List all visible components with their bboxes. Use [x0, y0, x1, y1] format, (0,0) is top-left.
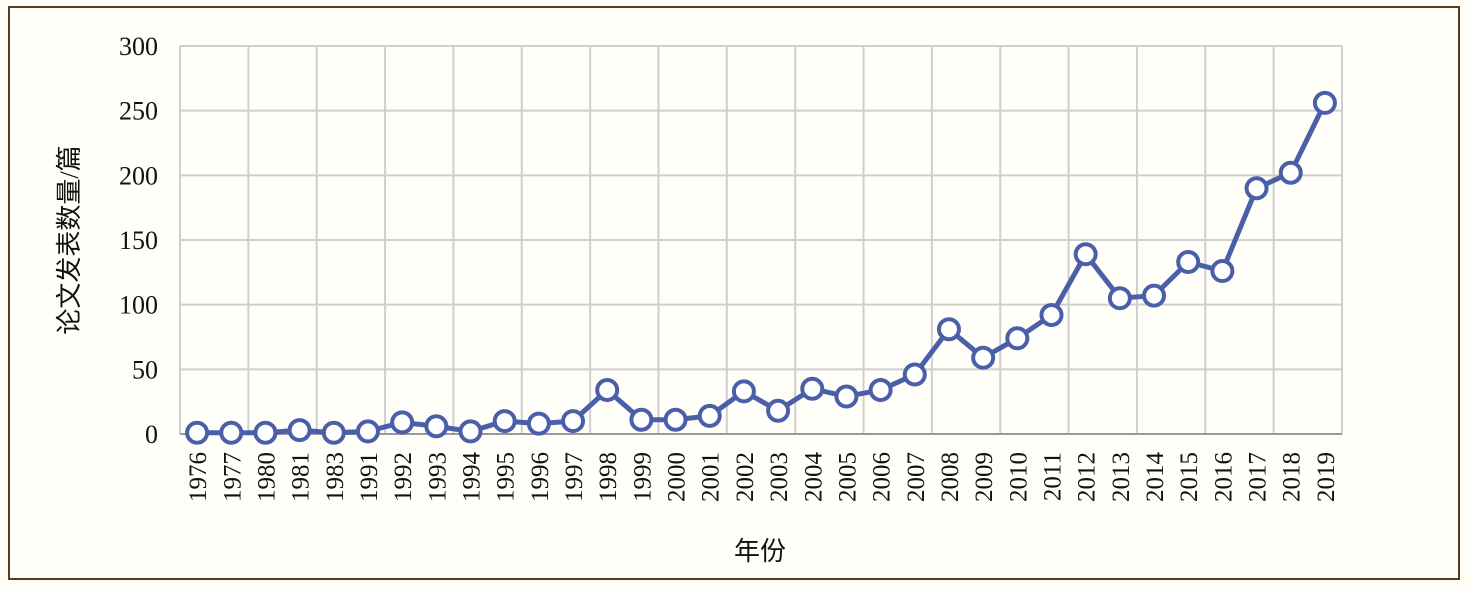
- x-tick-label: 2012: [1074, 452, 1101, 502]
- grid: [179, 45, 1343, 435]
- data-point: [766, 398, 791, 423]
- x-tick-label: 1997: [561, 452, 588, 502]
- x-tick-label: 1977: [219, 452, 246, 502]
- y-tick-labels: 0 50 100 150 200 250 300: [119, 32, 158, 449]
- data-point: [219, 420, 244, 445]
- data-point: [1244, 176, 1269, 201]
- x-tick-label: 1991: [356, 452, 383, 502]
- y-tick-label: 0: [145, 420, 158, 449]
- data-point: [868, 378, 893, 403]
- x-tick-label: 2017: [1245, 452, 1272, 502]
- x-tick-label: 2015: [1176, 452, 1203, 502]
- x-tick-label: 1980: [253, 452, 280, 502]
- data-point: [1210, 259, 1235, 284]
- data-point: [595, 378, 620, 403]
- data-point: [1176, 249, 1201, 274]
- x-tick-label: 2010: [1005, 452, 1032, 502]
- x-tick-label: 1992: [390, 452, 417, 502]
- data-point: [458, 419, 483, 444]
- x-tick-label: 2018: [1279, 452, 1306, 502]
- data-point: [936, 317, 961, 342]
- y-tick-label: 50: [132, 355, 158, 384]
- y-tick-label: 150: [119, 226, 158, 255]
- data-point: [1312, 90, 1337, 115]
- data-point: [185, 420, 210, 445]
- data-point: [1142, 283, 1167, 308]
- x-tick-label: 2019: [1313, 452, 1340, 502]
- x-tick-label: 2002: [732, 452, 759, 502]
- data-point: [424, 414, 449, 439]
- data-point: [1107, 286, 1132, 311]
- x-tick-label: 1996: [527, 452, 554, 502]
- data-point: [526, 411, 551, 436]
- x-tick-label: 1993: [424, 452, 451, 502]
- data-point: [390, 410, 415, 435]
- data-point: [1005, 326, 1030, 351]
- data-point: [355, 419, 380, 444]
- chart-frame: [8, 6, 1460, 580]
- x-tick-label: 2011: [1040, 452, 1067, 501]
- x-tick-label: 2005: [834, 452, 861, 502]
- x-tick-label: 1999: [629, 452, 656, 502]
- x-tick-label: 2009: [971, 452, 998, 502]
- y-tick-label: 200: [119, 161, 158, 190]
- x-tick-label: 1983: [322, 452, 349, 502]
- x-tick-label: 2003: [766, 452, 793, 502]
- x-tick-label: 1994: [459, 452, 486, 503]
- x-tick-labels: 1976 1977 1980 1981 1983 1991 1992 1993 1994 1995…: [185, 452, 1340, 503]
- data-point: [287, 418, 312, 443]
- x-tick-label: 1998: [595, 452, 622, 502]
- x-axis-label: 年份: [734, 537, 786, 566]
- data-point: [697, 403, 722, 428]
- y-tick-label: 300: [119, 32, 158, 61]
- data-point: [663, 407, 688, 432]
- data-point: [321, 420, 346, 445]
- x-tick-label: 2013: [1108, 452, 1135, 502]
- x-tick-label: 2016: [1210, 452, 1237, 502]
- data-point: [629, 407, 654, 432]
- x-tick-label: 1995: [493, 452, 520, 502]
- data-point: [971, 345, 996, 370]
- x-tick-label: 2014: [1142, 452, 1169, 503]
- series-line: [197, 101, 1328, 436]
- x-tick-label: 2001: [698, 452, 725, 502]
- data-point: [731, 379, 756, 404]
- x-tick-label: 1976: [185, 452, 212, 502]
- data-point: [1073, 242, 1098, 267]
- series: [185, 90, 1337, 445]
- x-tick-label: 2000: [664, 452, 691, 502]
- x-tick-label: 2008: [937, 452, 964, 502]
- y-tick-label: 100: [119, 291, 158, 320]
- data-point: [800, 376, 825, 401]
- data-point: [902, 362, 927, 387]
- data-point: [253, 420, 278, 445]
- x-tick-label: 2007: [903, 452, 930, 502]
- data-point: [834, 384, 859, 409]
- x-tick-label: 2004: [800, 452, 827, 503]
- x-tick-label: 1981: [288, 452, 315, 502]
- data-point: [492, 409, 517, 434]
- data-point: [1039, 303, 1064, 328]
- y-tick-label: 250: [119, 97, 158, 126]
- y-axis-label: 论文发表数量/篇: [55, 145, 84, 334]
- data-point: [1278, 160, 1303, 185]
- x-tick-label: 2006: [869, 452, 896, 502]
- data-point: [561, 409, 586, 434]
